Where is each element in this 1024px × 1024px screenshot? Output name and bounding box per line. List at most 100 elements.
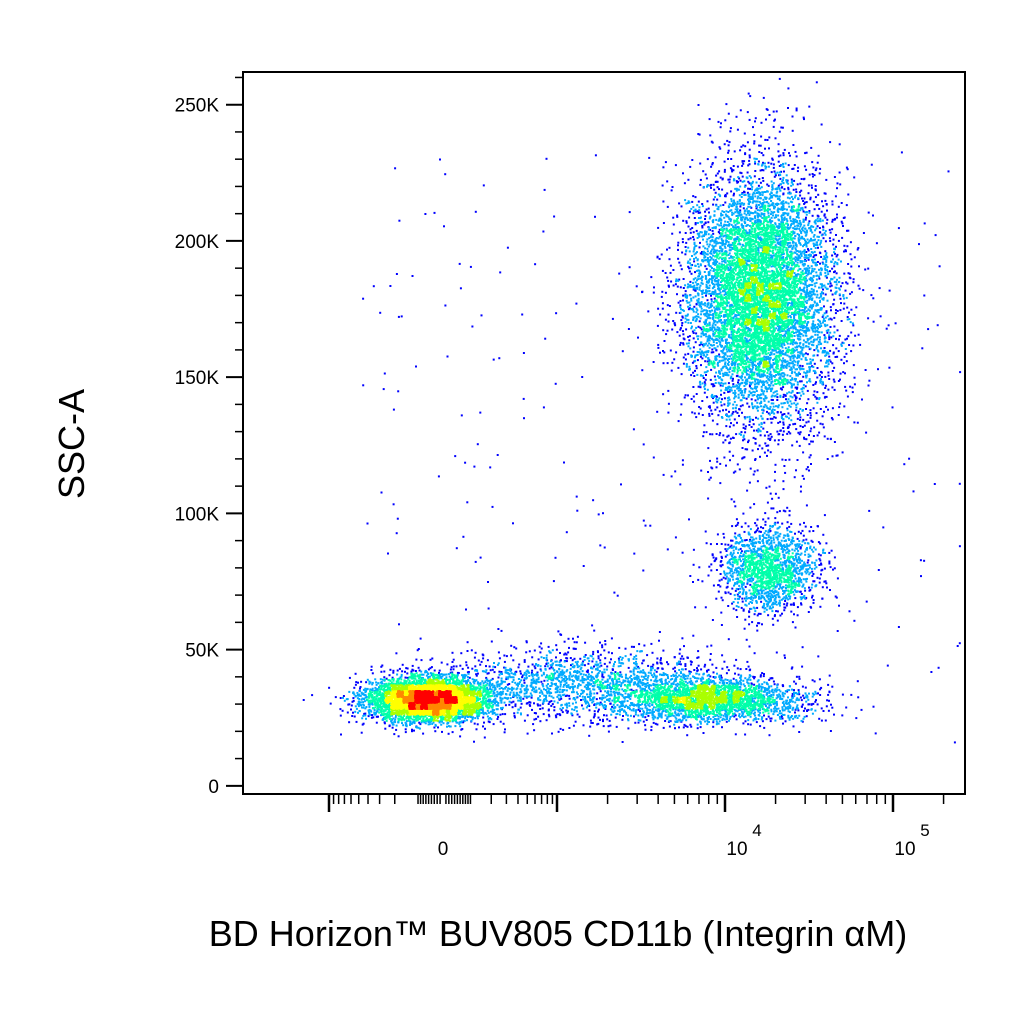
event-dot: [497, 676, 500, 679]
event-dot: [700, 328, 703, 331]
event-dot: [820, 380, 823, 383]
event-dot: [523, 692, 526, 695]
event-dot: [569, 671, 571, 674]
event-dot: [573, 664, 576, 667]
event-dot: [582, 660, 585, 663]
event-dot: [621, 718, 624, 721]
event-dot: [796, 183, 799, 186]
event-dot: [789, 314, 792, 317]
event-dot: [711, 348, 714, 351]
event-dot: [799, 523, 802, 526]
event-dot: [466, 650, 469, 652]
event-dot: [816, 326, 819, 328]
event-dot: [777, 184, 780, 187]
event-dot: [764, 167, 767, 170]
event-dot: [830, 260, 833, 263]
event-dot: [633, 656, 636, 658]
event-dot: [743, 685, 746, 687]
event-dot: [365, 717, 367, 720]
event-dot: [661, 184, 664, 187]
event-dot: [667, 663, 670, 666]
event-dot: [687, 308, 690, 311]
event-dot: [801, 229, 804, 232]
event-dot: [708, 565, 711, 568]
event-dot: [810, 463, 812, 465]
event-dot: [650, 666, 652, 669]
event-dot: [804, 578, 807, 581]
event-dot: [812, 200, 815, 203]
event-dot: [743, 689, 745, 692]
event-dot: [563, 640, 566, 643]
event-dot: [816, 525, 819, 528]
event-dot: [787, 346, 790, 349]
event-dot: [557, 694, 560, 697]
event-dot: [660, 714, 663, 717]
event-dot: [522, 352, 525, 354]
event-dot: [812, 322, 814, 325]
event-dot: [736, 710, 739, 713]
event-dot: [657, 343, 660, 346]
event-dot: [812, 175, 814, 178]
event-dot: [753, 652, 756, 655]
event-dot: [811, 186, 813, 189]
event-dot: [537, 715, 540, 718]
event-dot: [734, 709, 737, 712]
event-dot: [687, 394, 689, 397]
event-dot: [697, 200, 700, 203]
event-dot: [810, 427, 813, 430]
event-dot: [698, 246, 701, 249]
event-dot: [682, 726, 685, 729]
event-dot: [834, 195, 837, 198]
event-dot: [643, 677, 646, 680]
event-dot: [413, 729, 415, 732]
event-dot: [462, 535, 465, 538]
event-dot: [695, 229, 698, 232]
event-dot: [826, 331, 829, 334]
event-dot: [385, 677, 388, 680]
event-dot: [739, 185, 742, 188]
event-dot: [824, 286, 827, 289]
event-dot: [722, 441, 725, 444]
event-dot: [759, 169, 762, 172]
event-dot: [684, 394, 687, 397]
event-dot: [679, 657, 682, 660]
event-dot: [511, 686, 513, 689]
event-dot: [732, 549, 735, 552]
event-dot: [584, 674, 587, 677]
event-dot: [812, 435, 815, 437]
event-dot: [400, 315, 403, 318]
event-dot: [653, 286, 655, 289]
event-dot: [752, 675, 755, 678]
event-dot: [820, 342, 823, 345]
event-dot: [763, 201, 766, 204]
event-dot: [702, 377, 705, 379]
event-dot: [688, 267, 691, 270]
event-dot: [640, 714, 643, 717]
event-dot: [783, 465, 786, 467]
event-dot: [528, 701, 531, 704]
event-dot: [825, 222, 828, 225]
event-dot: [624, 696, 627, 699]
event-dot: [836, 182, 839, 185]
event-dot: [775, 405, 777, 408]
event-dot: [717, 231, 720, 233]
event-dot: [679, 343, 682, 346]
event-dot: [811, 540, 814, 543]
event-dot: [660, 253, 663, 256]
event-dot: [578, 695, 581, 697]
event-dot: [475, 673, 478, 676]
event-dot: [797, 691, 800, 693]
event-dot: [547, 645, 550, 648]
event-dot: [512, 522, 514, 525]
event-dot: [383, 679, 386, 682]
event-dot: [679, 648, 682, 651]
event-dot: [780, 186, 783, 189]
event-dot: [551, 649, 554, 652]
event-dot: [690, 725, 693, 728]
event-dot: [807, 249, 810, 252]
event-dot: [805, 352, 807, 355]
event-dot: [647, 704, 650, 707]
event-dot: [668, 305, 671, 307]
event-dot: [662, 710, 665, 712]
event-dot: [821, 200, 823, 203]
